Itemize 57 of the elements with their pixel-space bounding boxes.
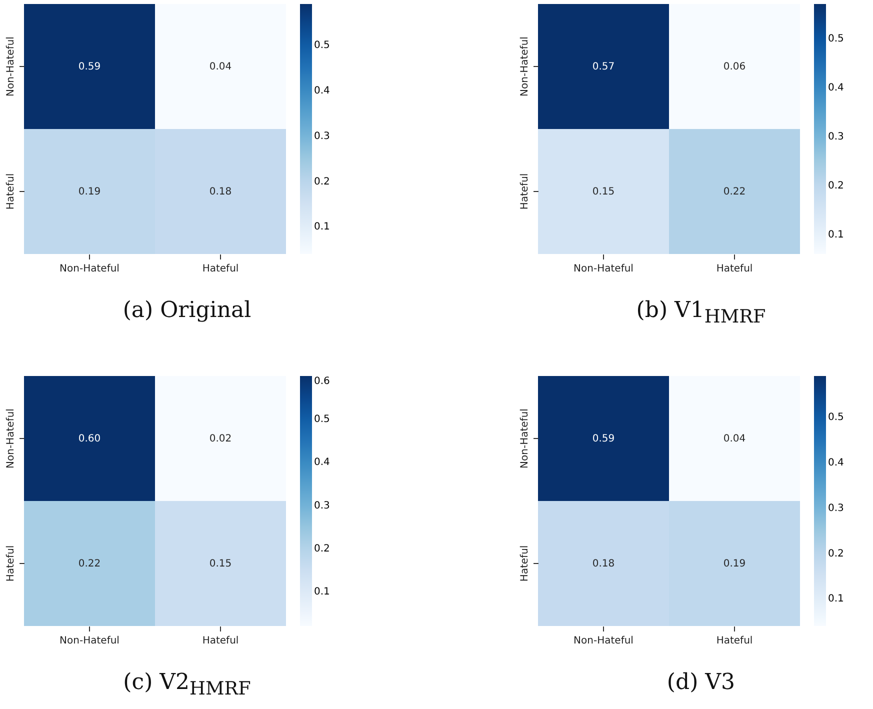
color-bar-label: 0.4 [314, 457, 330, 468]
color-bar-label: 0.1 [828, 229, 844, 240]
x-tick-label: Non-Hateful [574, 636, 634, 646]
color-bar-label: 0.3 [828, 131, 844, 142]
color-bar-label: 0.3 [314, 500, 330, 512]
data-label: 0.18 [592, 558, 615, 570]
data-label: 0.19 [723, 558, 746, 570]
x-tick-label: Hateful [202, 636, 239, 646]
color-bar-label: 0.3 [828, 502, 844, 514]
data-label: 0.19 [78, 186, 101, 198]
color-bar-label: 0.5 [828, 412, 844, 423]
color-bar-label: 0.2 [314, 543, 330, 554]
data-label: 0.59 [78, 62, 101, 72]
y-tick-label: Non-Hateful [6, 36, 16, 96]
x-tick-label: Non-Hateful [574, 264, 634, 274]
y-tick-label: Hateful [520, 173, 530, 210]
x-tick-label: Hateful [716, 264, 753, 274]
color-bar-label: 0.1 [314, 222, 330, 233]
y-tick-label: Hateful [520, 545, 530, 582]
data-label: 0.18 [209, 186, 232, 198]
data-label: 0.60 [78, 434, 101, 444]
data-label: 0.04 [209, 62, 232, 72]
data-label: 0.15 [209, 558, 232, 570]
data-label: 0.04 [723, 434, 746, 444]
text: (c) V2$_{HMRF}$ [122, 670, 252, 700]
color-bar-label: 0.5 [828, 33, 844, 44]
color-bar-label: 0.4 [314, 85, 330, 96]
text: (d) V3 [666, 670, 736, 695]
color-bar-label: 0.6 [314, 376, 330, 387]
x-tick-label: Non-Hateful [60, 264, 120, 274]
color-bar-label: 0.5 [314, 414, 330, 426]
data-label: 0.57 [592, 62, 615, 72]
data-label: 0.59 [592, 434, 615, 444]
y-tick-label: Non-Hateful [6, 408, 16, 468]
y-tick-label: Hateful [6, 545, 16, 582]
x-tick-label: Non-Hateful [60, 636, 120, 646]
color-bar-label: 0.4 [828, 457, 844, 468]
data-label: 0.22 [723, 186, 746, 198]
color-bar-label: 0.5 [314, 40, 330, 51]
x-tick-label: Hateful [202, 264, 239, 274]
data-label: 0.15 [592, 186, 615, 198]
color-bar-label: 0.1 [828, 594, 844, 605]
text: (a) Original [122, 298, 252, 323]
data-label: 0.02 [209, 434, 232, 444]
x-tick-label: Hateful [716, 636, 753, 646]
color-bar-label: 0.4 [828, 82, 844, 94]
y-tick-label: Hateful [6, 173, 16, 210]
color-bar-label: 0.3 [314, 130, 330, 142]
y-tick-label: Non-Hateful [520, 408, 530, 468]
text: (b) V1$_{HMRF}$ [635, 298, 767, 328]
y-tick-label: Non-Hateful [520, 36, 530, 96]
color-bar-label: 0.2 [828, 548, 844, 560]
color-bar-label: 0.1 [314, 586, 330, 598]
data-label: 0.06 [723, 62, 746, 72]
color-bar-label: 0.2 [314, 176, 330, 188]
color-bar-label: 0.2 [828, 180, 844, 192]
data-label: 0.22 [78, 558, 101, 570]
